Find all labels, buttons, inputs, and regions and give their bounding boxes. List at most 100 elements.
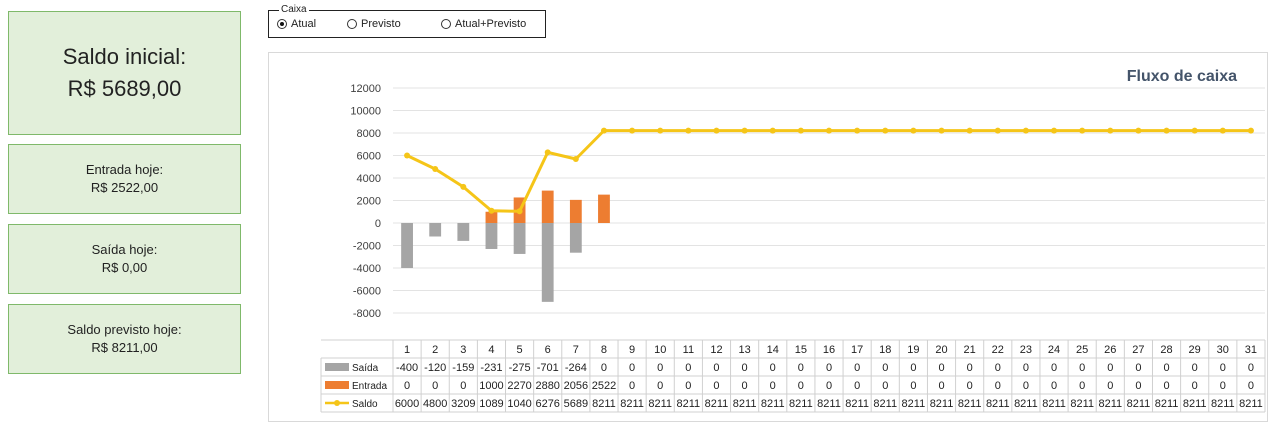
saldo-point [1219,127,1226,134]
saldo-point [657,127,664,134]
caixa-radio-group: Caixa Atual Previsto Atual+Previsto [268,4,546,38]
saldo-point [685,127,692,134]
y-tick-label: 0 [375,218,381,230]
x-category-label: 21 [964,344,976,356]
saldo-point [1051,127,1058,134]
table-cell-entrada: 0 [460,380,466,392]
table-cell-saida: -120 [424,362,446,374]
radio-previsto-dot[interactable] [347,19,357,29]
saldo-point [938,127,945,134]
x-category-label: 12 [710,344,722,356]
table-cell-entrada: 0 [938,380,944,392]
table-cell-saida: 0 [713,362,719,374]
table-cell-saida: 0 [910,362,916,374]
saldo-point [1163,127,1170,134]
saida-hoje-label: Saída hoje: [91,242,158,257]
saida-bar [541,223,554,302]
entrada-hoje-value: R$ 2522,00 [90,180,159,195]
saldo-point [966,127,973,134]
table-cell-entrada: 0 [1135,380,1141,392]
table-cell-entrada: 0 [995,380,1001,392]
table-cell-saida: 0 [1051,362,1057,374]
table-cell-entrada: 2056 [564,380,588,392]
table-cell-saldo: 8211 [1127,398,1151,410]
table-cell-entrada: 0 [854,380,860,392]
saldo-inicial-card: Saldo inicial: R$ 5689,00 [8,11,241,135]
x-category-label: 1 [404,344,410,356]
x-category-label: 31 [1245,344,1257,356]
x-category-label: 13 [738,344,750,356]
radio-atual-previsto[interactable]: Atual+Previsto [441,18,526,30]
table-cell-saldo: 8211 [986,398,1010,410]
table-cell-saldo: 8211 [648,398,672,410]
table-cell-entrada: 2880 [535,380,559,392]
y-tick-label: -4000 [353,263,381,275]
x-category-label: 14 [767,344,779,356]
table-cell-saida: 0 [1107,362,1113,374]
legend-key-saida [325,363,349,371]
y-tick-label: -8000 [353,308,381,320]
saldo-inicial-label: Saldo inicial: [62,44,187,69]
table-cell-saldo: 6000 [395,398,419,410]
radio-atual-label: Atual [291,18,317,30]
table-cell-saldo: 8211 [930,398,954,410]
saida-bar [485,223,498,249]
saldo-point [404,152,411,159]
table-cell-entrada: 0 [713,380,719,392]
table-cell-entrada: 0 [910,380,916,392]
radio-previsto-label: Previsto [361,18,401,30]
saida-bar [457,223,470,241]
table-cell-saldo: 1040 [507,398,531,410]
saldo-point [572,155,579,162]
table-cell-entrada: 0 [1107,380,1113,392]
saldo-point [460,183,467,190]
radio-atual[interactable]: Atual [277,18,316,30]
x-category-label: 17 [851,344,863,356]
x-category-label: 4 [488,344,494,356]
radio-atual-dot[interactable] [277,19,287,29]
table-cell-saida: 0 [1248,362,1254,374]
table-cell-saldo: 8211 [1042,398,1066,410]
saida-hoje-value: R$ 0,00 [101,260,148,275]
x-category-label: 27 [1132,344,1144,356]
table-cell-entrada: 0 [1079,380,1085,392]
saldo-point [910,127,917,134]
radio-atual-previsto-dot[interactable] [441,19,451,29]
x-category-label: 28 [1160,344,1172,356]
table-cell-entrada: 0 [1192,380,1198,392]
x-category-label: 8 [601,344,607,356]
table-cell-saida: 0 [967,362,973,374]
table-cell-entrada: 0 [1163,380,1169,392]
table-cell-saldo: 8211 [1098,398,1122,410]
saida-bar [569,223,582,253]
saldo-previsto-label: Saldo previsto hoje: [67,322,182,337]
x-category-label: 19 [907,344,919,356]
table-cell-saldo: 8211 [1155,398,1179,410]
table-cell-entrada: 0 [1220,380,1226,392]
table-cell-saldo: 5689 [564,398,588,410]
x-category-label: 7 [573,344,579,356]
table-cell-saldo: 8211 [705,398,729,410]
x-category-label: 10 [654,344,666,356]
table-cell-saldo: 6276 [535,398,559,410]
table-cell-saida: -275 [509,362,531,374]
table-cell-entrada: 0 [1051,380,1057,392]
table-cell-entrada: 0 [826,380,832,392]
saldo-point [600,127,607,134]
table-cell-saldo: 8211 [1211,398,1235,410]
saldo-point [432,166,439,172]
radio-previsto[interactable]: Previsto [347,18,401,30]
saida-bar [401,223,413,268]
entrada-bar [598,194,610,223]
table-cell-saida: 0 [657,362,663,374]
x-category-label: 2 [432,344,438,356]
x-category-label: 24 [1048,344,1060,356]
series-name-saldo: Saldo [352,399,378,410]
table-cell-saida: 0 [742,362,748,374]
saldo-point [882,127,889,134]
table-cell-saldo: 8211 [873,398,897,410]
table-cell-saida: 0 [854,362,860,374]
x-category-label: 11 [683,344,694,356]
x-category-label: 26 [1104,344,1116,356]
entrada-hoje-card: Entrada hoje: R$ 2522,00 [8,144,241,214]
